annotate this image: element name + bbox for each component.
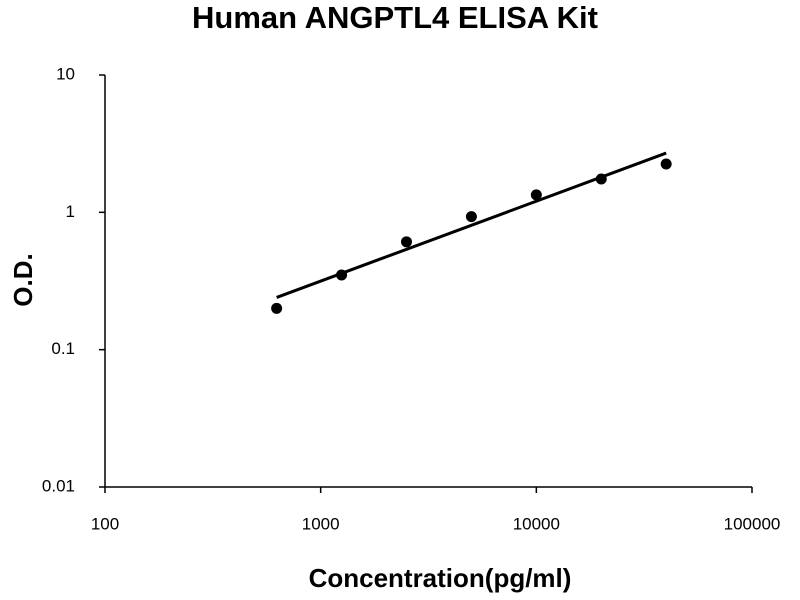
x-tick-label: 100000 [724, 514, 781, 533]
data-point [400, 236, 412, 248]
y-tick-label: 1 [66, 202, 75, 221]
x-tick-label: 1000 [302, 514, 340, 533]
x-tick-label: 10000 [513, 514, 560, 533]
chart-title: Human ANGPTL4 ELISA Kit [192, 0, 598, 35]
data-point [271, 302, 283, 314]
y-axis-label: O.D. [8, 253, 38, 306]
trend-line [276, 151, 667, 299]
x-axis-label: Concentration(pg/ml) [309, 563, 572, 593]
data-point [530, 189, 542, 201]
y-tick-label: 0.1 [51, 339, 75, 358]
data-point [465, 211, 477, 223]
y-tick-label: 10 [56, 64, 75, 83]
y-tick-label: 0.01 [42, 476, 75, 495]
data-point [660, 158, 672, 170]
x-tick-label: 100 [91, 514, 119, 533]
